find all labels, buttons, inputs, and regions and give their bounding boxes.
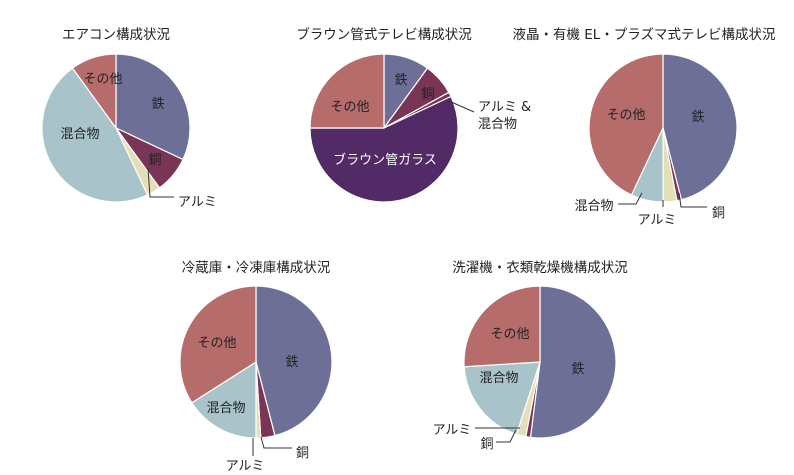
slice-label-glass: ブラウン管ガラス: [333, 152, 437, 168]
slice-label-aluminum: アルミ: [433, 423, 472, 438]
slice-label-aluminum: アルミ: [178, 195, 217, 210]
slice-label-aluminum: アルミ: [638, 213, 677, 228]
slice-label-other: その他: [83, 72, 122, 87]
slice-label-copper: 銅: [480, 437, 493, 452]
slice-label-mixed: 混合物: [60, 127, 99, 142]
leader-line: [618, 192, 643, 205]
slice-label-mixed: 混合物: [479, 371, 518, 386]
slice-label-iron: 鉄: [394, 73, 407, 88]
slice-label-mixed: 混合物: [206, 401, 245, 416]
chart-title: エアコン構成状況: [62, 27, 170, 43]
chart-title: 液晶・有機 EL・プラズマ式テレビ構成状況: [512, 27, 776, 43]
slice-label-aluminum: アルミ: [226, 459, 265, 474]
slice-label-other: その他: [197, 336, 236, 351]
slice-label-iron: 鉄: [151, 97, 164, 112]
slice-label-other: その他: [606, 108, 645, 123]
slice-label-mixed: 混合物: [574, 199, 613, 214]
pie-slice-iron: [662, 53, 738, 201]
pie-slice-iron: [115, 53, 191, 161]
slice-label-alumix: アルミ &混合物: [478, 100, 531, 132]
chart-title: ブラウン管式テレビ構成状況: [296, 26, 472, 43]
leader-line: [260, 436, 292, 449]
slice-label-copper: 銅: [712, 206, 725, 221]
slice-label-iron: 鉄: [285, 355, 298, 370]
leader-line: [496, 429, 517, 443]
slice-label-iron: 鉄: [571, 362, 584, 377]
pie-slice-other: [309, 53, 385, 129]
pie-slice-mixed: [41, 67, 149, 203]
leader-line: [678, 192, 707, 208]
pie-slice-iron: [529, 285, 617, 439]
slice-label-iron: 鉄: [691, 110, 704, 125]
chart-title: 冷蔵庫・冷凍庫構成状況: [182, 260, 331, 276]
slice-label-copper: 銅: [296, 446, 309, 461]
pie-slice-iron: [255, 285, 333, 437]
leader-line: [147, 167, 174, 198]
chart-title: 洗濯機・衣類乾燥機構成状況: [452, 260, 628, 276]
slice-label-other: その他: [330, 100, 369, 115]
pie-slice-glass: [309, 95, 459, 203]
slice-label-other: その他: [490, 327, 529, 342]
slice-label-copper: 銅: [421, 87, 434, 102]
leader-line: [448, 100, 475, 113]
pie-slice-mixed: [191, 360, 257, 439]
pie-slice-other: [588, 53, 664, 196]
slice-label-copper: 銅: [148, 153, 161, 168]
pie-slice-other: [179, 285, 257, 404]
pie-slice-other: [71, 53, 117, 130]
pie-slice-other: [463, 285, 541, 368]
pie-slice-mixed: [463, 361, 541, 436]
